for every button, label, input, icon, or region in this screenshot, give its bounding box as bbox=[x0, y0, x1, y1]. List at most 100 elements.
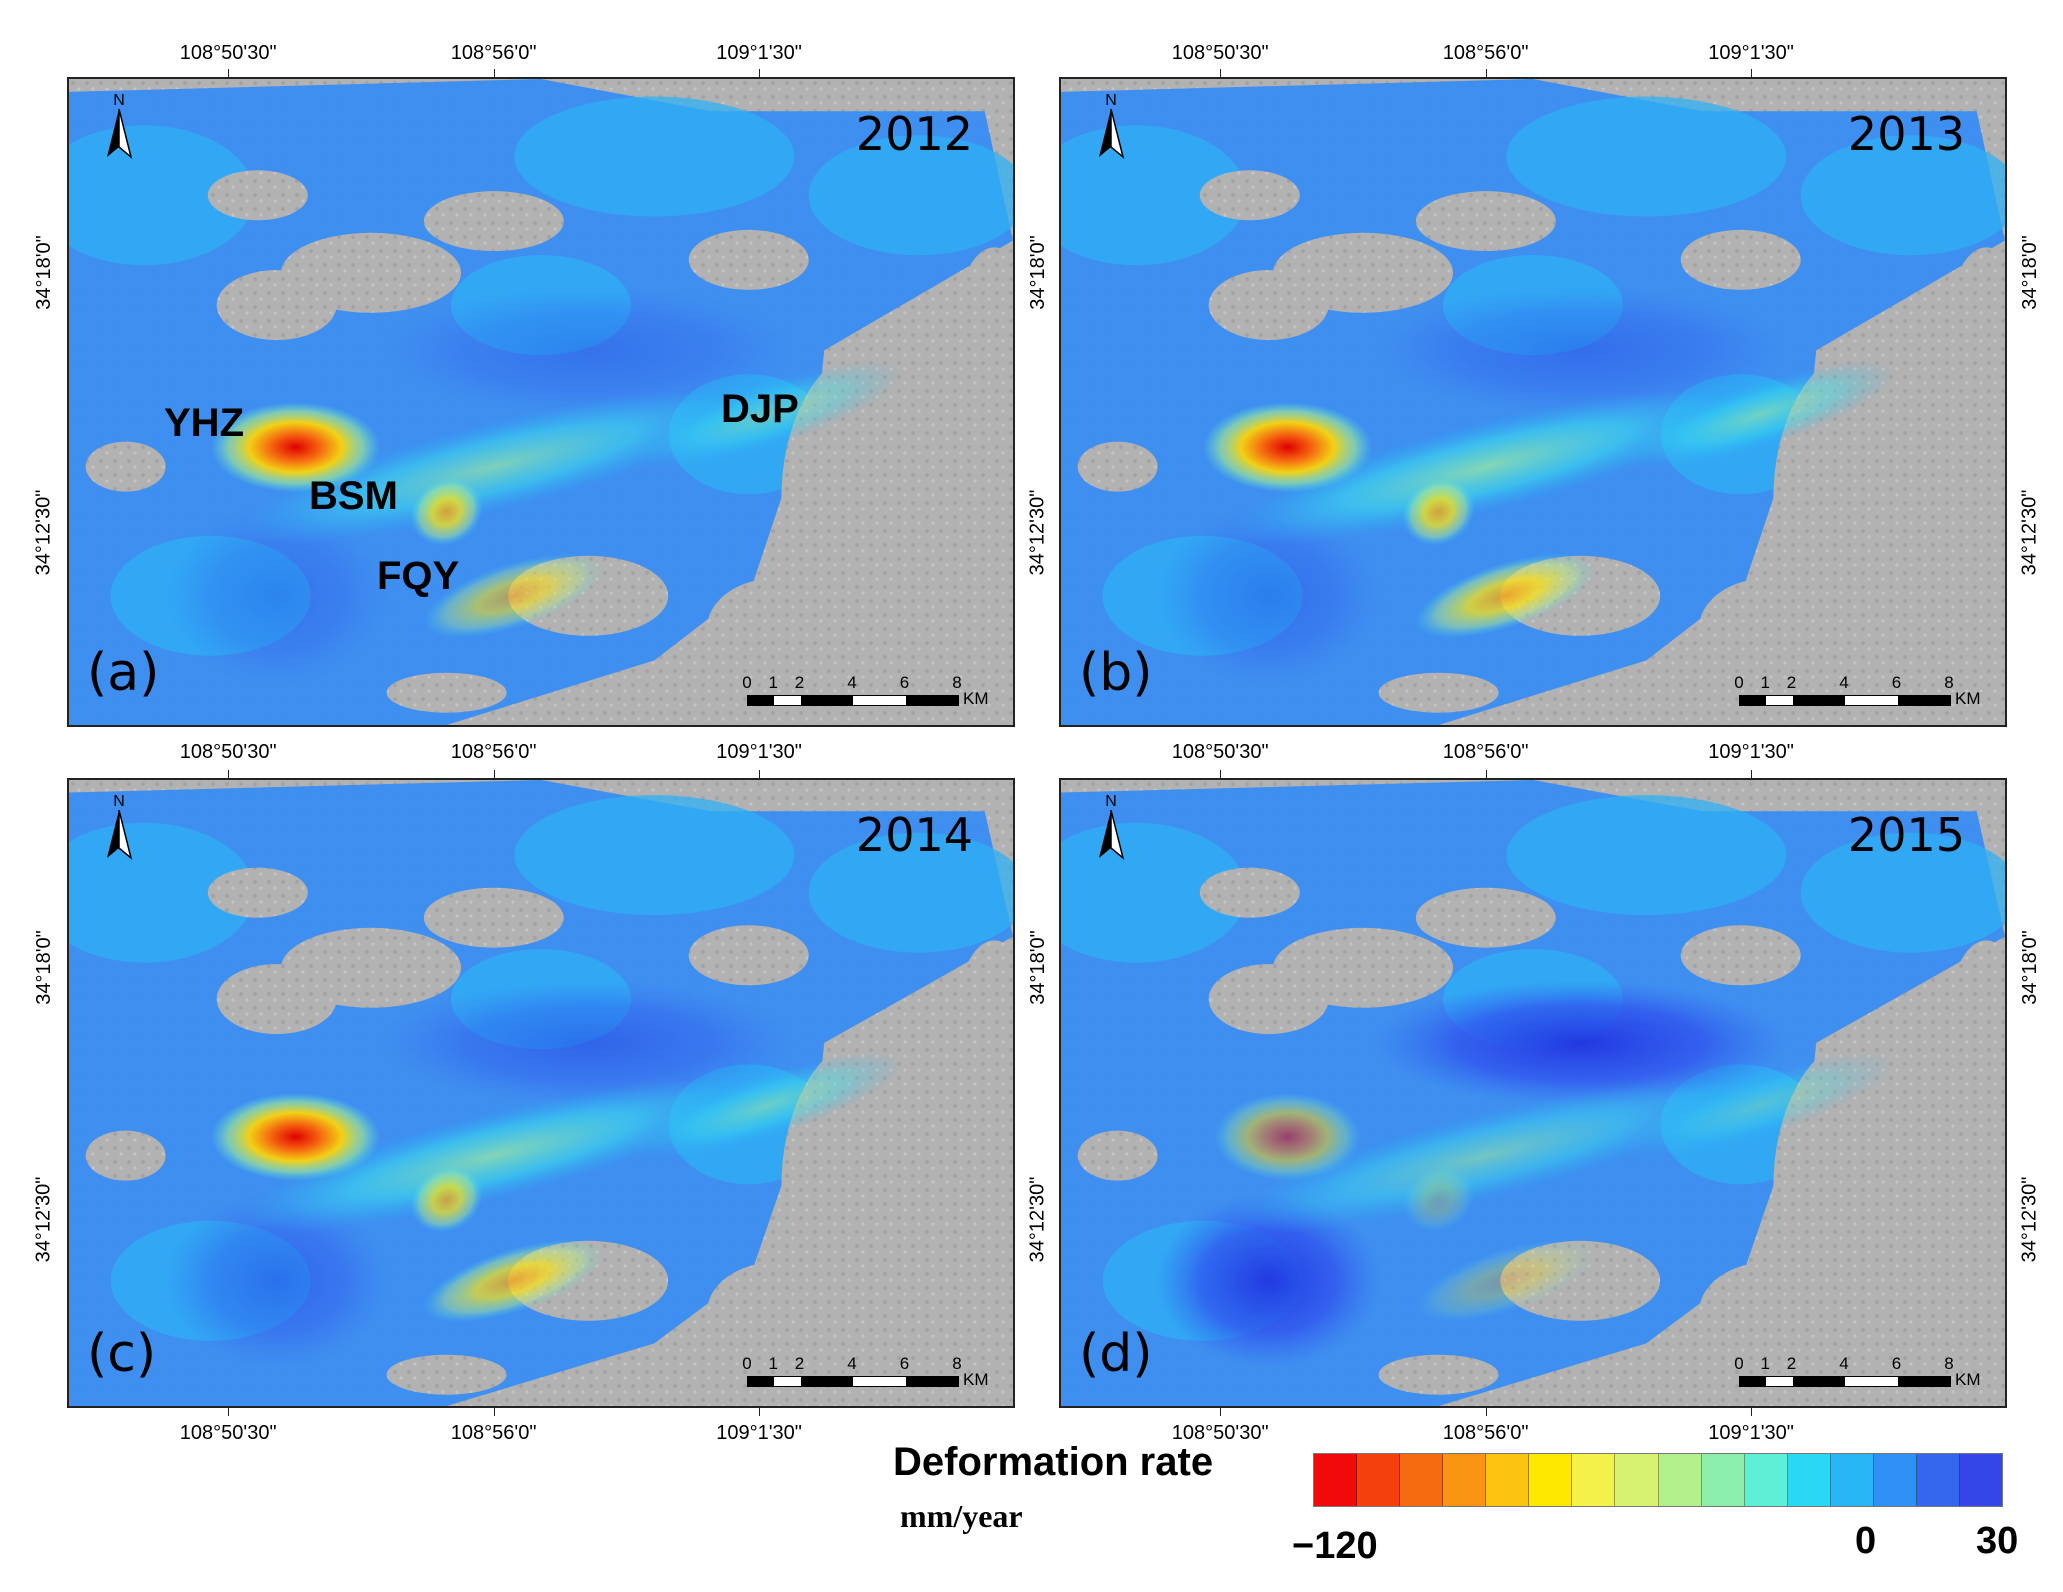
colorbar bbox=[1313, 1453, 2003, 1507]
x-tick-label: 108°56'0" bbox=[450, 741, 537, 763]
colorbar-step bbox=[1400, 1454, 1444, 1506]
scale-tick: 1 bbox=[768, 673, 778, 692]
x-tick-label: 108°50'30" bbox=[1171, 1422, 1269, 1444]
x-tick-mark bbox=[1751, 69, 1753, 77]
map-panel-2014: N 2014 (c) 0 1 2 4 6 8 KM bbox=[67, 778, 1015, 1408]
scale-tick: 2 bbox=[794, 1354, 805, 1373]
deformation-map bbox=[1061, 780, 2005, 1406]
colorbar-step bbox=[1572, 1454, 1616, 1506]
scale-tick: 4 bbox=[1839, 1354, 1849, 1373]
scale-tick: 4 bbox=[847, 1354, 857, 1373]
x-tick-mark bbox=[759, 770, 761, 778]
colorbar-step bbox=[1486, 1454, 1530, 1506]
x-tick-mark bbox=[1485, 1408, 1487, 1416]
panel-label: (b) bbox=[1079, 643, 1153, 703]
x-tick-label: 109°1'30" bbox=[716, 42, 802, 64]
deformation-map bbox=[69, 79, 1013, 725]
scale-tick: 2 bbox=[1786, 673, 1797, 692]
svg-text:N: N bbox=[113, 793, 125, 810]
x-tick-label: 108°50'30" bbox=[1171, 42, 1269, 64]
scale-tick: 8 bbox=[952, 673, 962, 692]
colorbar-step bbox=[1615, 1454, 1659, 1506]
north-arrow-icon: N bbox=[1091, 89, 1131, 169]
svg-text:N: N bbox=[1105, 92, 1117, 109]
colorbar-step bbox=[1701, 1454, 1745, 1506]
scale-tick: 6 bbox=[1891, 673, 1902, 692]
legend-min-label: −120 bbox=[1292, 1525, 1378, 1567]
scale-tick: 2 bbox=[1786, 1354, 1797, 1373]
legend-title: Deformation rate bbox=[893, 1440, 1214, 1484]
north-arrow-icon: N bbox=[1091, 790, 1131, 870]
scale-tick: 0 bbox=[742, 1354, 752, 1373]
scale-bar: 0 1 2 4 6 8 KM bbox=[1734, 1354, 1980, 1394]
x-tick-label: 108°56'0" bbox=[1442, 42, 1529, 64]
colorbar-step bbox=[1529, 1454, 1573, 1506]
deformation-map bbox=[69, 780, 1013, 1406]
x-tick-mark bbox=[493, 1408, 495, 1416]
x-tick-label: 108°50'30" bbox=[1171, 741, 1269, 763]
place-label-djp: DJP bbox=[721, 387, 799, 431]
x-tick-mark bbox=[1220, 1408, 1222, 1416]
y-tick-label: 34°18'0" bbox=[32, 929, 55, 1005]
scale-tick: 1 bbox=[768, 1354, 778, 1373]
scale-tick: 1 bbox=[1760, 673, 1770, 692]
place-label-bsm: BSM bbox=[309, 474, 398, 518]
scale-tick: 0 bbox=[742, 673, 752, 692]
panel-label: (c) bbox=[87, 1324, 157, 1384]
x-tick-mark bbox=[228, 1408, 230, 1416]
legend-zero-label: 0 bbox=[1855, 1520, 1877, 1562]
colorbar-step bbox=[1873, 1454, 1917, 1506]
x-tick-label: 109°1'30" bbox=[716, 1422, 802, 1444]
y-tick-label: 34°18'0" bbox=[1026, 234, 1049, 310]
colorbar-step bbox=[1959, 1454, 2002, 1506]
colorbar-step bbox=[1916, 1454, 1960, 1506]
scale-unit: KM bbox=[963, 689, 989, 708]
y-tick-label: 34°12'30" bbox=[32, 489, 55, 575]
place-label-yhz: YHZ bbox=[164, 401, 244, 445]
x-tick-mark bbox=[228, 770, 230, 778]
y-tick-label: 34°18'0" bbox=[2018, 929, 2041, 1005]
y-tick-label: 34°12'30" bbox=[1026, 1176, 1049, 1262]
map-panel-2012: N 2012 (a) YHZ BSM FQY DJP 0 1 2 4 6 8 KM bbox=[67, 77, 1015, 727]
x-tick-mark bbox=[1220, 69, 1222, 77]
colorbar-step bbox=[1314, 1454, 1358, 1506]
scale-tick: 8 bbox=[1944, 1354, 1954, 1373]
north-arrow-icon: N bbox=[99, 790, 139, 870]
colorbar-step bbox=[1787, 1454, 1831, 1506]
panel-label: (a) bbox=[87, 643, 160, 703]
x-tick-label: 109°1'30" bbox=[716, 741, 802, 763]
scale-tick: 6 bbox=[899, 673, 910, 692]
x-tick-label: 109°1'30" bbox=[1708, 42, 1794, 64]
panel-year: 2013 bbox=[1847, 107, 1965, 161]
x-tick-label: 108°56'0" bbox=[1442, 741, 1529, 763]
legend-max-label: 30 bbox=[1976, 1520, 2019, 1562]
scale-unit: KM bbox=[963, 1370, 989, 1389]
x-tick-mark bbox=[1751, 770, 1753, 778]
y-tick-label: 34°12'30" bbox=[1026, 489, 1049, 575]
colorbar-step bbox=[1443, 1454, 1487, 1506]
scale-tick: 8 bbox=[952, 1354, 962, 1373]
map-panel-2015: N 2015 (d) 0 1 2 4 6 8 KM bbox=[1059, 778, 2007, 1408]
x-tick-label: 108°50'30" bbox=[179, 741, 277, 763]
x-tick-label: 108°56'0" bbox=[1442, 1422, 1529, 1444]
x-tick-mark bbox=[759, 69, 761, 77]
scale-tick: 6 bbox=[1891, 1354, 1902, 1373]
x-tick-mark bbox=[1485, 770, 1487, 778]
deformation-map bbox=[1061, 79, 2005, 725]
x-tick-mark bbox=[759, 1408, 761, 1416]
scale-tick: 2 bbox=[794, 673, 805, 692]
x-tick-label: 108°56'0" bbox=[450, 42, 537, 64]
x-tick-label: 108°50'30" bbox=[179, 1422, 277, 1444]
x-tick-mark bbox=[228, 69, 230, 77]
colorbar-step bbox=[1830, 1454, 1874, 1506]
x-tick-mark bbox=[1751, 1408, 1753, 1416]
scale-tick: 0 bbox=[1734, 673, 1744, 692]
scale-bar: 0 1 2 4 6 8 KM bbox=[742, 673, 989, 713]
panel-label: (d) bbox=[1079, 1324, 1153, 1384]
x-tick-mark bbox=[493, 69, 495, 77]
scale-tick: 6 bbox=[899, 1354, 910, 1373]
colorbar-step bbox=[1744, 1454, 1788, 1506]
scale-unit: KM bbox=[1955, 689, 1981, 708]
north-arrow-icon: N bbox=[99, 89, 139, 169]
x-tick-mark bbox=[1220, 770, 1222, 778]
